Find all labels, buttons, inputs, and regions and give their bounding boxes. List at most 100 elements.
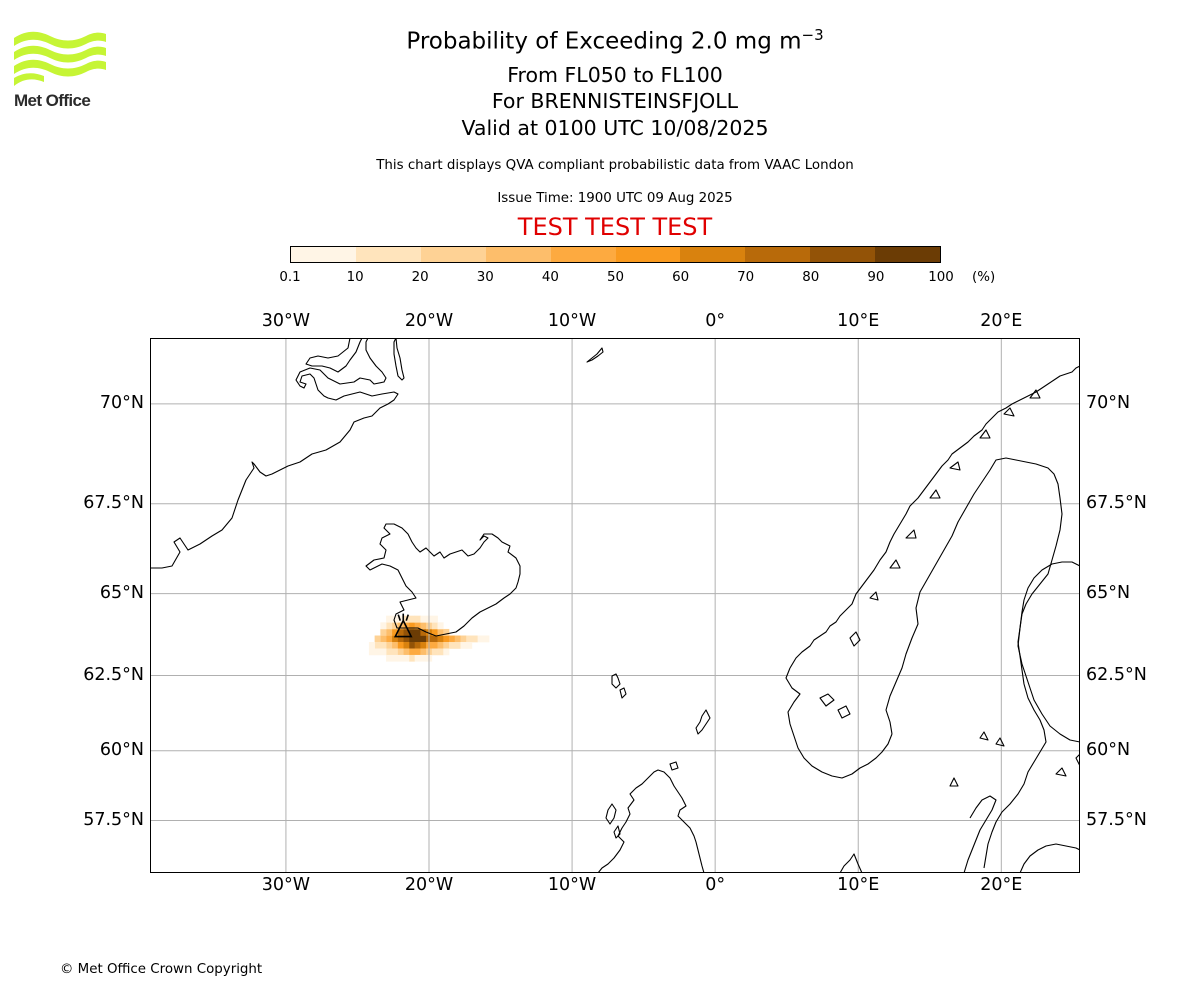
- plume-cell: [397, 648, 404, 656]
- plume-cell: [414, 642, 421, 649]
- plume-cell: [397, 635, 404, 643]
- plume-cell: [443, 635, 450, 643]
- flight-levels: From FL050 to FL100: [507, 63, 723, 87]
- logo-text: Met Office: [14, 91, 91, 110]
- colorbar: [290, 246, 941, 263]
- plume-cell: [403, 654, 410, 662]
- colorbar-segment: [550, 247, 616, 262]
- colorbar-segment: [810, 247, 876, 262]
- plume-cell: [443, 642, 450, 649]
- plume-cell: [466, 642, 473, 649]
- plume-cell: [380, 648, 387, 656]
- coastline-denmark: [839, 853, 863, 874]
- lat-label-right: 57.5°N: [1086, 809, 1147, 830]
- plume-cell: [431, 628, 438, 636]
- plume-cell: [431, 648, 438, 656]
- valid-time: Valid at 0100 UTC 10/08/2025: [461, 116, 769, 140]
- lat-label-right: 67.5°N: [1086, 492, 1147, 513]
- plume-cell: [483, 635, 490, 643]
- plume-cell: [414, 648, 421, 656]
- plume-cell: [386, 642, 393, 649]
- coastline-faroe: [611, 673, 627, 699]
- coastline-norway-fjords: [819, 389, 1041, 719]
- colorbar-segment: [875, 247, 941, 262]
- colorbar-tick-label: 40: [541, 270, 559, 285]
- plume-cell: [380, 622, 387, 630]
- chart-title: Probability of Exceeding 2.0 mg m−3: [0, 26, 1200, 55]
- map-panel: [150, 337, 1081, 877]
- colorbar-tick-label: 70: [737, 270, 755, 285]
- plume-cell: [431, 615, 438, 623]
- plume-cell: [414, 622, 421, 630]
- plume-cell: [431, 622, 438, 630]
- lon-label-bottom: 10°W: [547, 875, 597, 895]
- plume-cell: [380, 635, 387, 643]
- plume-cell: [460, 642, 467, 649]
- plume-cell: [403, 635, 410, 643]
- plume-cell: [443, 648, 450, 656]
- plume-cell: [443, 628, 450, 636]
- plume-cell: [386, 622, 393, 630]
- lat-label-right: 62.5°N: [1086, 664, 1147, 685]
- coastline-hebrides: [605, 803, 621, 839]
- plume-cell: [408, 648, 415, 656]
- colorbar-tick-label: 100: [928, 270, 954, 285]
- map-frame: [150, 338, 1080, 873]
- source-note: This chart displays QVA compliant probab…: [376, 158, 854, 173]
- plume-cell: [403, 628, 410, 636]
- graticule: [150, 338, 1080, 873]
- title-text: Probability of Exceeding 2.0 mg m: [406, 28, 802, 55]
- coastline-finland: [1017, 561, 1081, 743]
- lon-label-bottom: 0°: [705, 875, 726, 895]
- coastline-greenland-point: [393, 337, 405, 381]
- lon-label-top: 10°W: [547, 311, 597, 331]
- colorbar-tick-label: 20: [411, 270, 429, 285]
- plume-cell: [386, 635, 393, 643]
- plume-cell: [408, 615, 415, 623]
- plume-cell: [437, 635, 444, 643]
- plume-cell: [397, 642, 404, 649]
- colorbar-tick-label: 80: [802, 270, 820, 285]
- plume-cell: [414, 628, 421, 636]
- lon-label-top: 10°E: [837, 311, 880, 331]
- lon-label-bottom: 10°E: [837, 875, 880, 895]
- plume-cell: [437, 628, 444, 636]
- lat-label-left: 60°N: [99, 739, 144, 760]
- plume-cell: [477, 635, 484, 643]
- colorbar-segment: [355, 247, 421, 262]
- plume-cell: [368, 642, 375, 649]
- colorbar-tick-label: 60: [672, 270, 690, 285]
- plume-cell: [397, 628, 404, 636]
- coastline-greenland: [150, 337, 399, 569]
- volcano-name: For BRENNISTEINSFJOLL: [491, 89, 739, 113]
- plume-cell: [391, 635, 398, 643]
- coastline-iceland: [365, 523, 521, 637]
- plume-cell: [386, 628, 393, 636]
- lat-label-left: 57.5°N: [83, 809, 144, 830]
- plume-cell: [391, 642, 398, 649]
- border-norway-sweden: [885, 457, 1063, 869]
- plume-cell: [420, 654, 427, 662]
- plume-cell: [454, 642, 461, 649]
- plume-cell: [471, 635, 478, 643]
- colorbar-tick-label: 30: [476, 270, 494, 285]
- plume-cell: [420, 635, 427, 643]
- plume-cell: [374, 635, 381, 643]
- plume-cell: [391, 628, 398, 636]
- plume-cell: [437, 622, 444, 630]
- plume-cell: [386, 648, 393, 656]
- coastline-norway-south: [785, 667, 893, 779]
- plume-cell: [403, 648, 410, 656]
- test-banner: TEST TEST TEST: [517, 213, 713, 241]
- lon-label-top: 0°: [705, 311, 726, 331]
- plume-cell: [449, 635, 456, 643]
- colorbar-tick-label: 10: [346, 270, 364, 285]
- coastline-orkney: [669, 761, 679, 771]
- lon-label-bottom: 30°W: [261, 875, 311, 895]
- plume-cell: [420, 615, 427, 623]
- colorbar-tick-label: 0.1: [279, 270, 301, 285]
- plume-cell: [368, 648, 375, 656]
- coastline-baltic: [963, 795, 997, 874]
- colorbar-segment: [485, 247, 551, 262]
- lon-label-top: 20°E: [980, 311, 1023, 331]
